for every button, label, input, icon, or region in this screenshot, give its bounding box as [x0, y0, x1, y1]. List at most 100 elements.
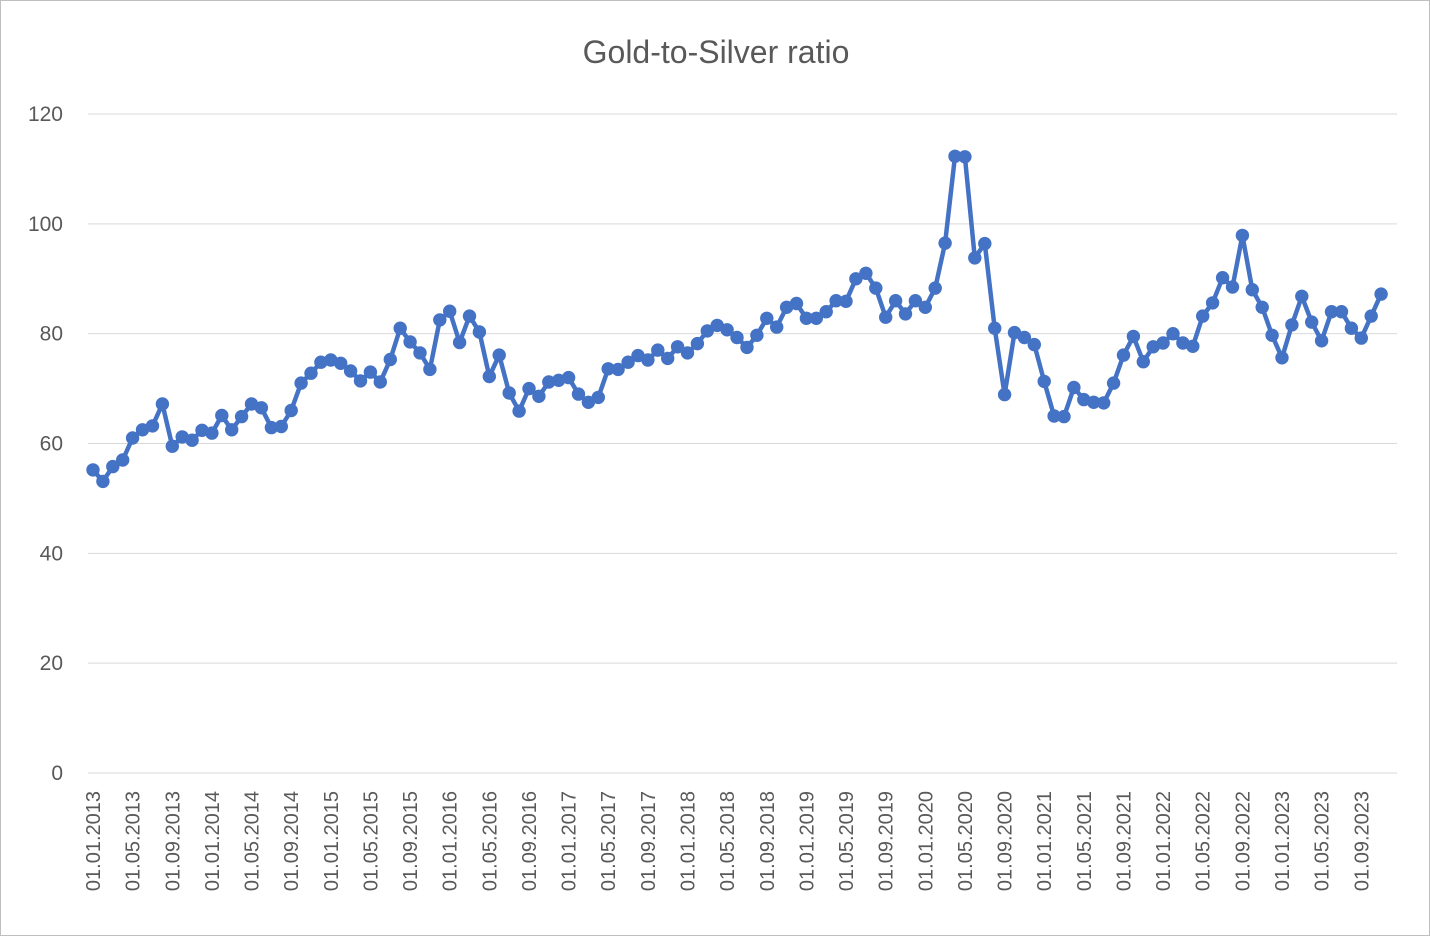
x-tick-label: 01.09.2015 — [400, 791, 422, 891]
data-point — [343, 364, 358, 378]
data-point — [1126, 329, 1141, 344]
data-point — [809, 311, 823, 325]
data-point — [1285, 318, 1299, 332]
data-point — [403, 335, 417, 349]
x-tick-label: 01.09.2023 — [1351, 791, 1373, 891]
data-point — [96, 474, 110, 489]
y-axis-tick-labels: 0 20 40 60 80 100 120 — [28, 103, 63, 785]
data-point — [1364, 309, 1378, 323]
data-point — [1156, 336, 1170, 350]
x-tick-label: 01.05.2013 — [123, 791, 145, 891]
data-point — [1017, 330, 1032, 345]
x-tick-label: 01.01.2023 — [1272, 791, 1294, 891]
data-point — [1106, 376, 1121, 390]
data-point — [1116, 348, 1131, 362]
data-point — [522, 381, 536, 396]
data-point — [680, 346, 695, 360]
data-point — [423, 362, 437, 377]
data-point — [116, 453, 130, 467]
data-point — [898, 307, 913, 321]
data-point — [869, 281, 883, 295]
data-point — [443, 304, 457, 318]
data-point — [472, 325, 487, 339]
data-point — [690, 336, 705, 351]
y-tick-label: 0 — [51, 762, 63, 785]
chart-title: Gold-to-Silver ratio — [583, 34, 850, 70]
x-tick-label: 01.05.2017 — [598, 791, 620, 891]
x-tick-label: 01.09.2014 — [281, 791, 303, 891]
data-point — [1265, 328, 1279, 342]
x-tick-label: 01.05.2020 — [955, 791, 977, 891]
data-point — [492, 348, 506, 362]
data-point — [205, 426, 219, 440]
x-tick-label: 01.01.2014 — [202, 791, 224, 891]
data-point — [363, 365, 378, 379]
x-tick-label: 01.01.2015 — [321, 791, 343, 891]
data-point — [888, 294, 903, 308]
data-point — [938, 236, 952, 250]
data-point — [968, 251, 982, 265]
data-point — [274, 419, 288, 434]
x-tick-label: 01.01.2018 — [678, 791, 700, 891]
y-tick-label: 20 — [40, 652, 63, 675]
x-tick-label: 01.09.2018 — [757, 791, 779, 891]
data-point — [1374, 287, 1388, 301]
data-point — [571, 387, 586, 401]
data-point — [997, 387, 1012, 402]
x-tick-label: 01.09.2016 — [519, 791, 541, 891]
data-point — [760, 311, 774, 325]
data-point — [373, 375, 387, 389]
data-point — [433, 313, 447, 327]
data-point — [86, 463, 100, 477]
data-point — [304, 366, 318, 380]
data-point — [393, 321, 407, 335]
y-tick-label: 120 — [28, 103, 63, 126]
x-tick-label: 01.01.2013 — [83, 791, 105, 891]
data-point — [1097, 396, 1111, 410]
x-tick-label: 01.01.2016 — [440, 791, 462, 891]
data-point — [958, 150, 972, 164]
data-point — [740, 340, 754, 355]
series-line — [90, 154, 1384, 484]
data-point — [1186, 339, 1200, 353]
x-tick-label: 01.09.2020 — [995, 791, 1017, 891]
x-tick-label: 01.01.2020 — [915, 791, 937, 891]
data-point — [621, 355, 635, 369]
data-point — [334, 356, 348, 370]
data-point — [1334, 305, 1349, 319]
data-point — [254, 401, 269, 415]
x-tick-label: 01.05.2023 — [1312, 791, 1334, 891]
data-point — [1225, 280, 1240, 294]
x-tick-label: 01.01.2017 — [559, 791, 581, 891]
data-point — [1305, 315, 1319, 329]
data-point — [1245, 283, 1260, 297]
x-tick-label: 01.09.2021 — [1113, 791, 1135, 891]
x-tick-label: 01.05.2022 — [1193, 791, 1215, 891]
data-point — [1205, 296, 1220, 310]
y-tick-label: 40 — [40, 542, 63, 565]
data-point — [859, 266, 873, 280]
data-point — [1295, 289, 1309, 303]
series-gold-to-silver — [86, 149, 1388, 489]
x-tick-label: 01.09.2013 — [162, 791, 184, 891]
data-point — [839, 294, 853, 308]
data-point — [978, 236, 992, 251]
x-tick-label: 01.09.2019 — [876, 791, 898, 891]
data-point — [879, 310, 893, 324]
x-tick-label: 01.05.2018 — [717, 791, 739, 891]
x-tick-label: 01.01.2019 — [796, 791, 818, 891]
data-point — [532, 389, 546, 403]
data-point — [145, 419, 160, 433]
data-point — [1067, 380, 1081, 395]
x-tick-label: 01.01.2021 — [1034, 791, 1056, 891]
data-point — [1166, 327, 1180, 341]
data-point — [651, 343, 665, 357]
data-point — [770, 320, 784, 334]
data-point — [482, 369, 496, 384]
y-tick-label: 80 — [40, 323, 63, 346]
data-point — [611, 362, 625, 377]
x-axis-tick-labels: 01.01.2013 01.05.2013 01.09.2013 01.01.2014… — [83, 791, 1373, 891]
y-tick-label: 100 — [28, 213, 63, 236]
data-point — [591, 390, 605, 405]
data-point — [1196, 309, 1210, 323]
